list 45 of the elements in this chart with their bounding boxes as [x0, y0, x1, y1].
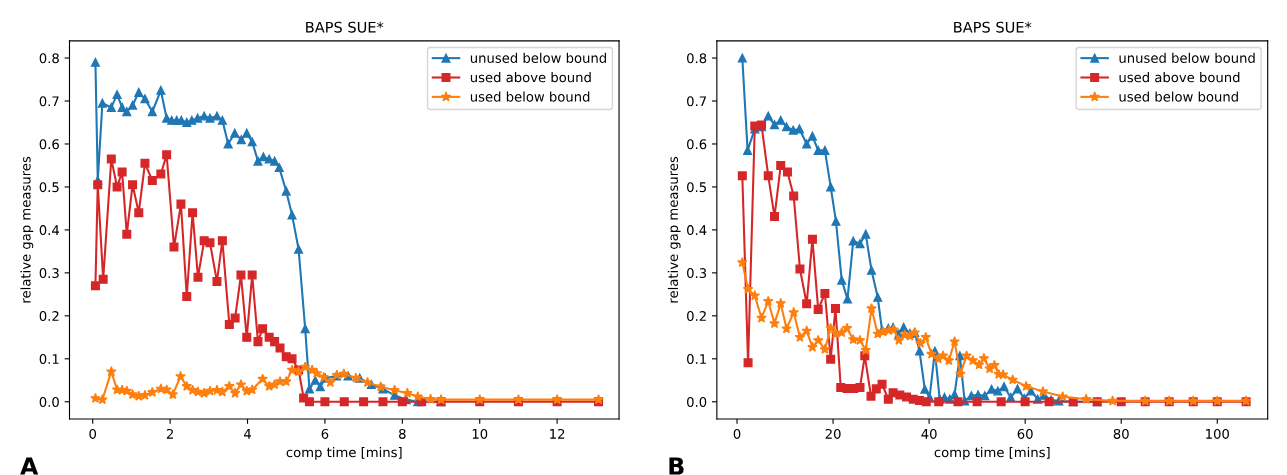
- y-tick-label: 0.6: [687, 139, 707, 150]
- x-tick-label: 2: [166, 428, 173, 439]
- y-tick-label: 0.1: [39, 354, 59, 364]
- y-tick-label: 0.8: [687, 53, 707, 64]
- x-axis-title: comp time [mins]: [934, 447, 1050, 460]
- y-tick-label: 0.1: [687, 354, 706, 364]
- text: B: [669, 457, 684, 475]
- x-tick-label: 0: [733, 428, 741, 439]
- y-tick-label: 0.4: [687, 225, 707, 236]
- y-tick-label: 0.0: [687, 396, 707, 407]
- x-tick-label: 6: [321, 428, 329, 439]
- y-tick-label: 0.6: [39, 139, 59, 150]
- y-tick-label: 0.7: [39, 96, 59, 107]
- y-axis-title: relative gap measures: [20, 156, 34, 303]
- y-tick-label: 0.7: [687, 96, 707, 107]
- text: A: [20, 457, 39, 475]
- y-tick-label: 0.2: [687, 311, 706, 322]
- legend-label: used above bound: [470, 72, 591, 83]
- y-tick-label: 0.2: [39, 311, 59, 322]
- chart-title: BAPS SUE*: [954, 21, 1032, 33]
- y-tick-label: 0.0: [39, 396, 59, 407]
- x-tick-label: 8: [399, 428, 406, 439]
- x-tick-label: 60: [1017, 428, 1033, 439]
- y-tick-label: 0.5: [39, 182, 59, 193]
- x-axis-title: comp time [mins]: [286, 447, 402, 460]
- x-tick-label: 20: [825, 428, 841, 439]
- x-tick-label: 100: [1206, 428, 1229, 439]
- y-tick-label: 0.4: [39, 225, 60, 236]
- x-tick-label: 0: [89, 428, 97, 439]
- legend-label: unused below bound: [470, 52, 606, 63]
- x-tick-label: 12: [550, 428, 565, 439]
- y-tick-label: 0.8: [39, 53, 59, 64]
- legend-label: unused below bound: [1119, 52, 1255, 63]
- legend-label: used below bound: [470, 91, 590, 102]
- x-tick-label: 4: [243, 429, 251, 439]
- legend-label: used below bound: [1119, 91, 1238, 102]
- y-axis-title: relative gap measures: [667, 156, 681, 303]
- y-tick-label: 0.3: [687, 268, 707, 279]
- x-tick-label: 80: [1113, 428, 1129, 439]
- y-tick-label: 0.5: [687, 182, 706, 193]
- y-tick-label: 0.3: [39, 268, 59, 279]
- x-tick-label: 40: [921, 428, 937, 439]
- x-tick-label: 10: [472, 428, 488, 439]
- legend-label: used above bound: [1119, 72, 1240, 83]
- chart-title: BAPS SUE*: [306, 21, 384, 33]
